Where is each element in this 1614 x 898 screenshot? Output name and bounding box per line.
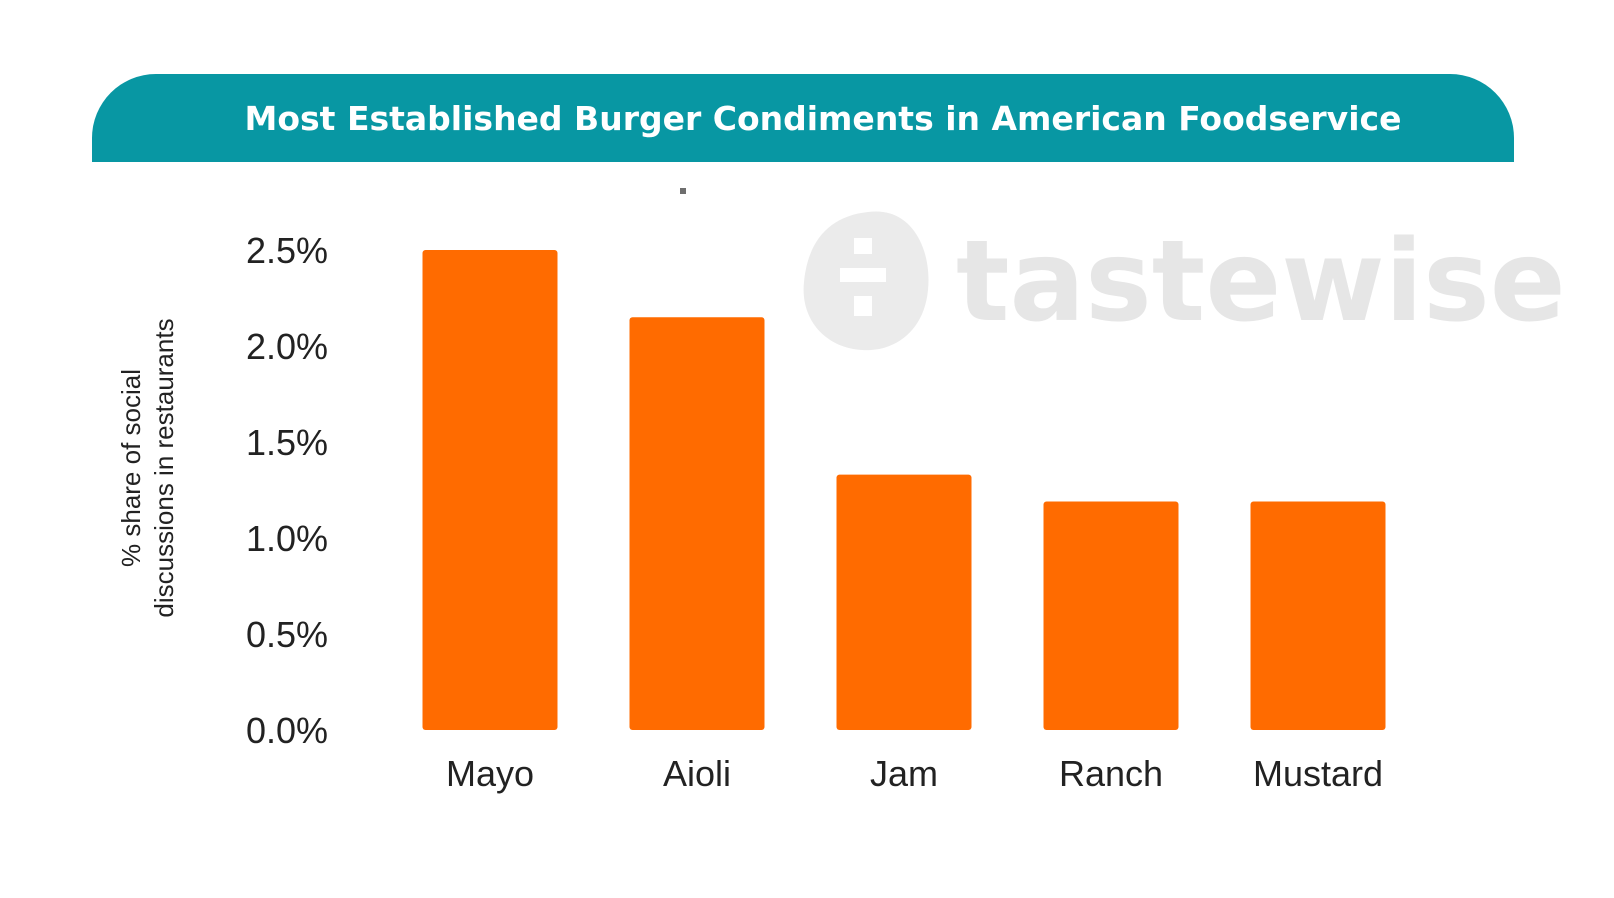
y-tick-label: 0.0% [246, 710, 328, 751]
y-tick-label: 1.0% [246, 518, 328, 559]
bars [422, 250, 1386, 730]
x-tick-label: Jam [870, 753, 938, 794]
bar-mayo [422, 250, 558, 730]
stray-dot [680, 188, 686, 194]
y-tick-label: 1.5% [246, 422, 328, 463]
x-tick-label: Mayo [446, 753, 534, 794]
x-tick-label: Aioli [663, 753, 731, 794]
y-tick-label: 2.5% [246, 230, 328, 271]
y-axis-ticks: 0.0% 0.5% 1.0% 1.5% 2.0% 2.5% [246, 230, 328, 751]
y-tick-label: 0.5% [246, 614, 328, 655]
bar-mustard [1250, 501, 1386, 730]
x-tick-label: Mustard [1253, 753, 1383, 794]
bar-ranch [1043, 501, 1179, 730]
y-tick-label: 2.0% [246, 326, 328, 367]
bar-aioli [629, 317, 765, 730]
bar-jam [836, 474, 972, 730]
y-axis-label-line-2: discussions in restaurants [149, 318, 179, 617]
tastewise-logo-icon [803, 211, 929, 351]
title-banner: Most Established Burger Condiments in Am… [92, 74, 1514, 162]
x-axis-labels: Mayo Aioli Jam Ranch Mustard [446, 753, 1383, 794]
chart-title: Most Established Burger Condiments in Am… [244, 98, 1402, 138]
y-axis-label-line-1: % share of social [116, 369, 146, 567]
watermark-text: tastewise [956, 217, 1566, 347]
x-tick-label: Ranch [1059, 753, 1163, 794]
watermark: tastewise [803, 211, 1566, 351]
